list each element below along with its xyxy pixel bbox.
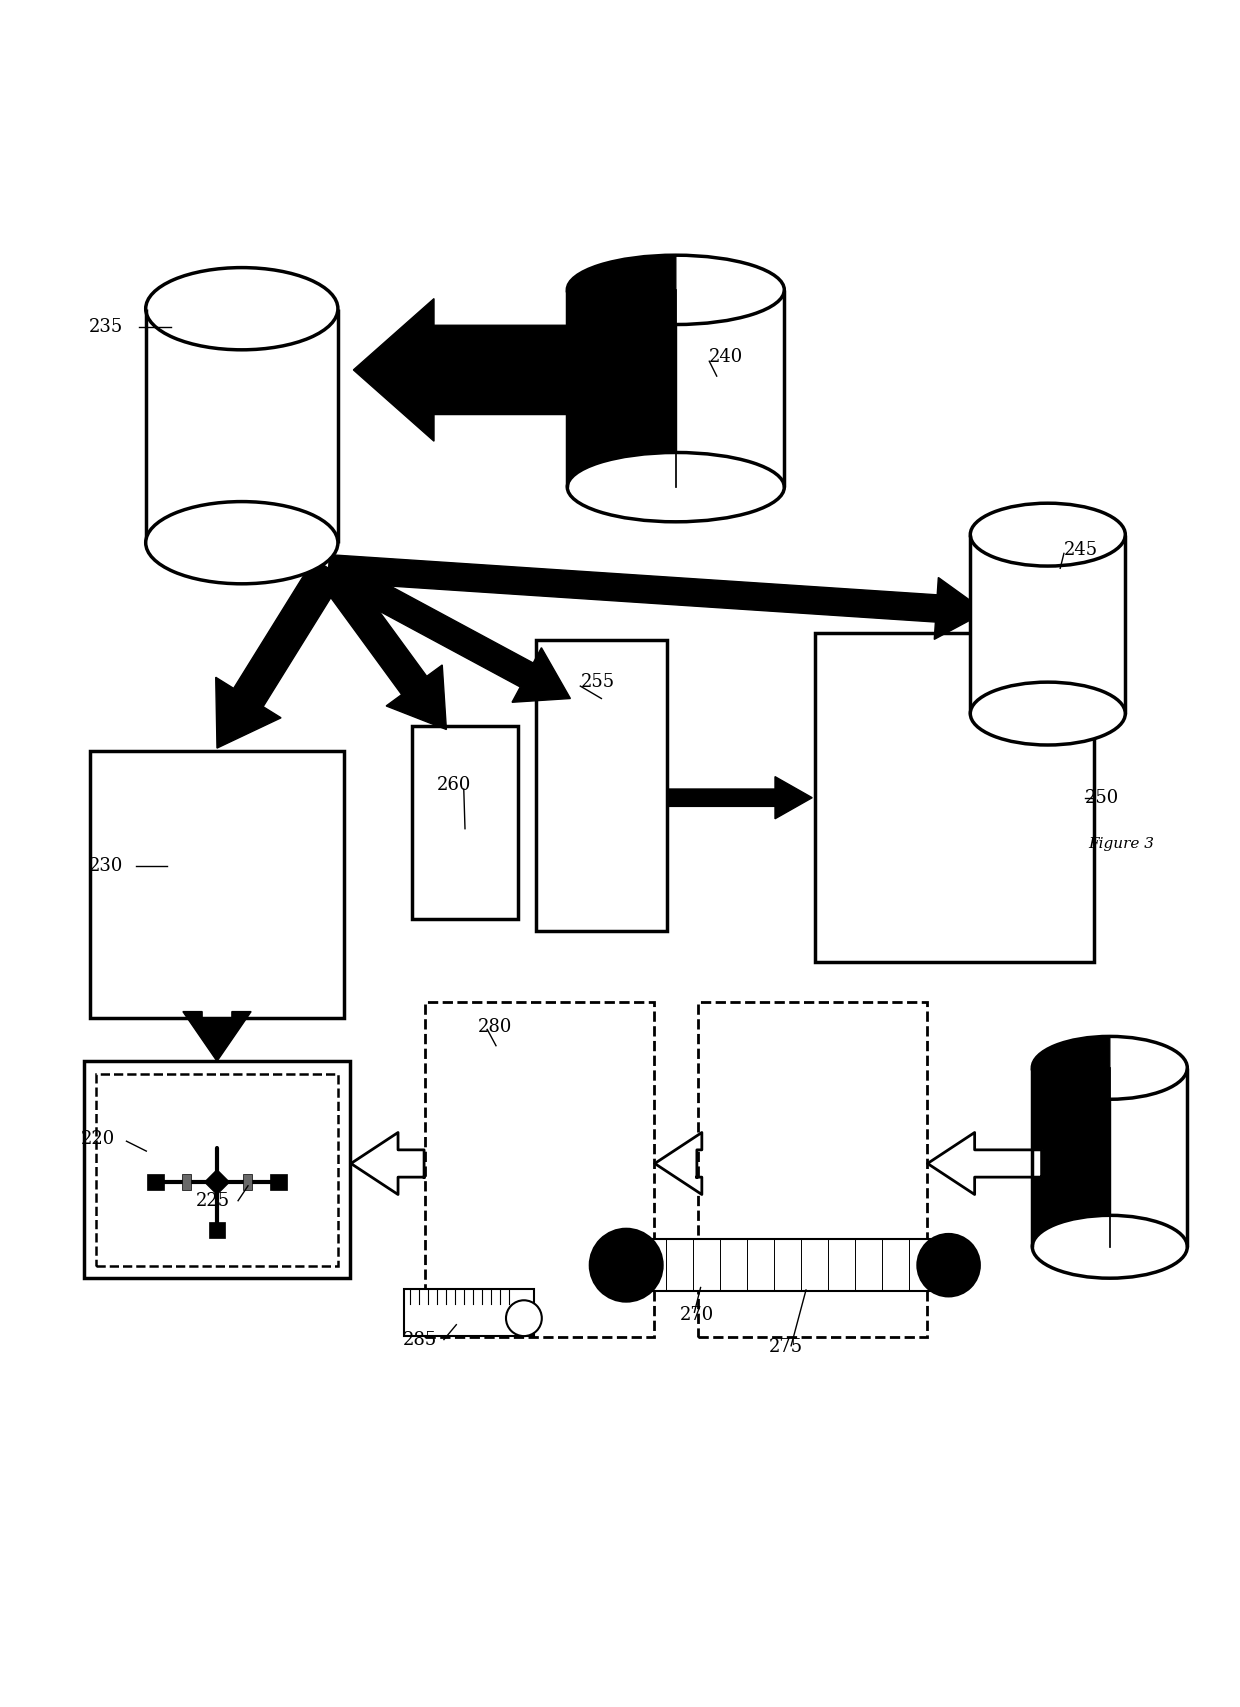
Bar <box>83 1062 350 1279</box>
Circle shape <box>506 1301 542 1337</box>
Bar <box>970 534 1126 714</box>
Text: 220: 220 <box>81 1130 115 1147</box>
Polygon shape <box>184 1012 250 1062</box>
Text: Figure 3: Figure 3 <box>1089 836 1154 850</box>
Text: 235: 235 <box>89 318 124 336</box>
Text: 270: 270 <box>680 1306 714 1325</box>
Bar <box>89 751 343 1017</box>
Bar <box>181 1174 191 1190</box>
Bar <box>626 1239 949 1290</box>
Polygon shape <box>351 1132 424 1195</box>
Text: 245: 245 <box>1064 541 1099 558</box>
Bar <box>412 727 518 918</box>
Ellipse shape <box>970 504 1126 567</box>
Polygon shape <box>1033 1036 1110 1099</box>
Polygon shape <box>655 1132 702 1195</box>
Circle shape <box>590 1229 662 1302</box>
Polygon shape <box>568 256 676 324</box>
Polygon shape <box>667 777 812 819</box>
Bar <box>95 1074 337 1267</box>
Bar <box>404 1289 533 1337</box>
Bar <box>816 633 1094 963</box>
Polygon shape <box>316 560 446 729</box>
Text: 260: 260 <box>436 777 471 794</box>
Bar <box>1032 1069 1188 1246</box>
Polygon shape <box>1032 1069 1110 1246</box>
Polygon shape <box>928 1132 1042 1195</box>
Text: 230: 230 <box>89 857 124 876</box>
Circle shape <box>918 1234 980 1296</box>
Bar <box>148 1174 164 1190</box>
Ellipse shape <box>146 502 337 584</box>
Ellipse shape <box>1032 1215 1188 1279</box>
Text: 265: 265 <box>1079 1132 1114 1151</box>
Ellipse shape <box>568 256 785 324</box>
Bar <box>208 1222 226 1238</box>
Bar <box>270 1174 286 1190</box>
Text: 250: 250 <box>1085 789 1120 807</box>
Polygon shape <box>216 560 343 748</box>
Polygon shape <box>327 555 986 640</box>
Bar <box>697 1002 928 1337</box>
Polygon shape <box>568 290 676 486</box>
Ellipse shape <box>146 268 337 350</box>
Polygon shape <box>205 1169 229 1195</box>
Text: 285: 285 <box>403 1330 438 1349</box>
Ellipse shape <box>1032 1036 1188 1099</box>
Ellipse shape <box>568 452 785 522</box>
Polygon shape <box>353 299 570 440</box>
Text: 280: 280 <box>477 1017 512 1036</box>
Text: 255: 255 <box>580 673 615 691</box>
Bar <box>424 1002 655 1337</box>
Bar <box>536 640 667 930</box>
Bar <box>568 290 785 486</box>
Bar <box>146 309 339 543</box>
Text: 240: 240 <box>709 348 744 367</box>
Bar <box>243 1174 253 1190</box>
Text: 225: 225 <box>196 1191 231 1210</box>
Text: 275: 275 <box>769 1338 804 1355</box>
Polygon shape <box>322 556 570 702</box>
Ellipse shape <box>970 683 1126 744</box>
